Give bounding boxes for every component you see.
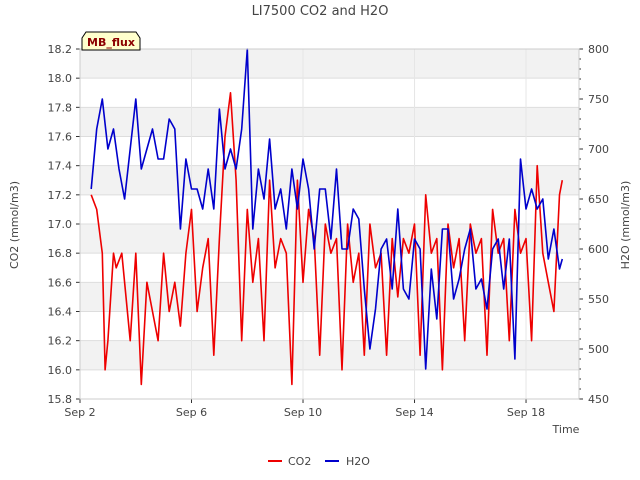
background-band xyxy=(80,107,579,137)
series-line-co2 xyxy=(90,92,564,386)
x-tick-label: Sep 10 xyxy=(284,406,322,419)
chart-title: LI7500 CO2 and H2O xyxy=(252,4,389,19)
y-tick-label-left: 16.2 xyxy=(48,335,73,348)
background-band xyxy=(80,136,579,166)
y-tick-label-left: 15.8 xyxy=(48,393,73,406)
y-tick-label-right: 750 xyxy=(588,93,609,106)
background-band xyxy=(80,78,579,108)
series-line-h2o xyxy=(90,48,564,370)
badge-label: MB_flux xyxy=(87,36,135,49)
x-tick-label: Sep 14 xyxy=(395,406,433,419)
y-tick-label-right: 500 xyxy=(588,343,609,356)
y-tick-label-right: 650 xyxy=(588,193,609,206)
y-tick-label-right: 600 xyxy=(588,243,609,256)
x-tick-label: Sep 18 xyxy=(507,406,545,419)
background-band xyxy=(80,194,579,224)
x-tick-label: Sep 6 xyxy=(176,406,207,419)
y-tick-label-right: 550 xyxy=(588,293,609,306)
legend-label-co2: CO2 xyxy=(288,455,311,468)
background-band xyxy=(80,165,579,195)
mb-flux-badge: MB_flux xyxy=(81,31,141,51)
y-tick-label-left: 17.8 xyxy=(48,101,73,114)
y-tick-label-left: 17.4 xyxy=(48,160,73,173)
y-tick-label-left: 16.8 xyxy=(48,247,73,260)
background-band xyxy=(80,340,579,370)
axes: 15.8 16.0 16.2 16.4 16.6 16.8 17.0 17.2 17.4 17.6… xyxy=(48,43,610,419)
legend: CO2 H2O xyxy=(268,455,370,468)
y-tick-label-right: 700 xyxy=(588,143,609,156)
plot-frame xyxy=(79,48,580,400)
y-tick-label-left: 17.0 xyxy=(48,218,73,231)
y-tick-label-right: 800 xyxy=(588,43,609,56)
y-axis-label-left: CO2 (mmol/m3) xyxy=(8,181,21,269)
y-tick-label-left: 17.2 xyxy=(48,189,73,202)
background-band xyxy=(80,282,579,312)
y-axis-label-right: H2O (mmol/m3) xyxy=(619,181,632,270)
x-tick-label: Sep 2 xyxy=(64,406,95,419)
background-band xyxy=(80,369,579,399)
background-band xyxy=(80,49,579,79)
y-tick-label-left: 16.6 xyxy=(48,276,73,289)
y-tick-label-left: 16.0 xyxy=(48,364,73,377)
y-tick-label-left: 16.4 xyxy=(48,306,73,319)
y-tick-label-right: 450 xyxy=(588,393,609,406)
y-tick-label-left: 18.2 xyxy=(48,43,73,56)
series-lines xyxy=(90,48,564,386)
y-tick-label-left: 17.6 xyxy=(48,131,73,144)
x-axis-label: Time xyxy=(552,423,580,436)
background-band xyxy=(80,311,579,341)
y-tick-label-left: 18.0 xyxy=(48,72,73,85)
legend-label-h2o: H2O xyxy=(346,455,370,468)
